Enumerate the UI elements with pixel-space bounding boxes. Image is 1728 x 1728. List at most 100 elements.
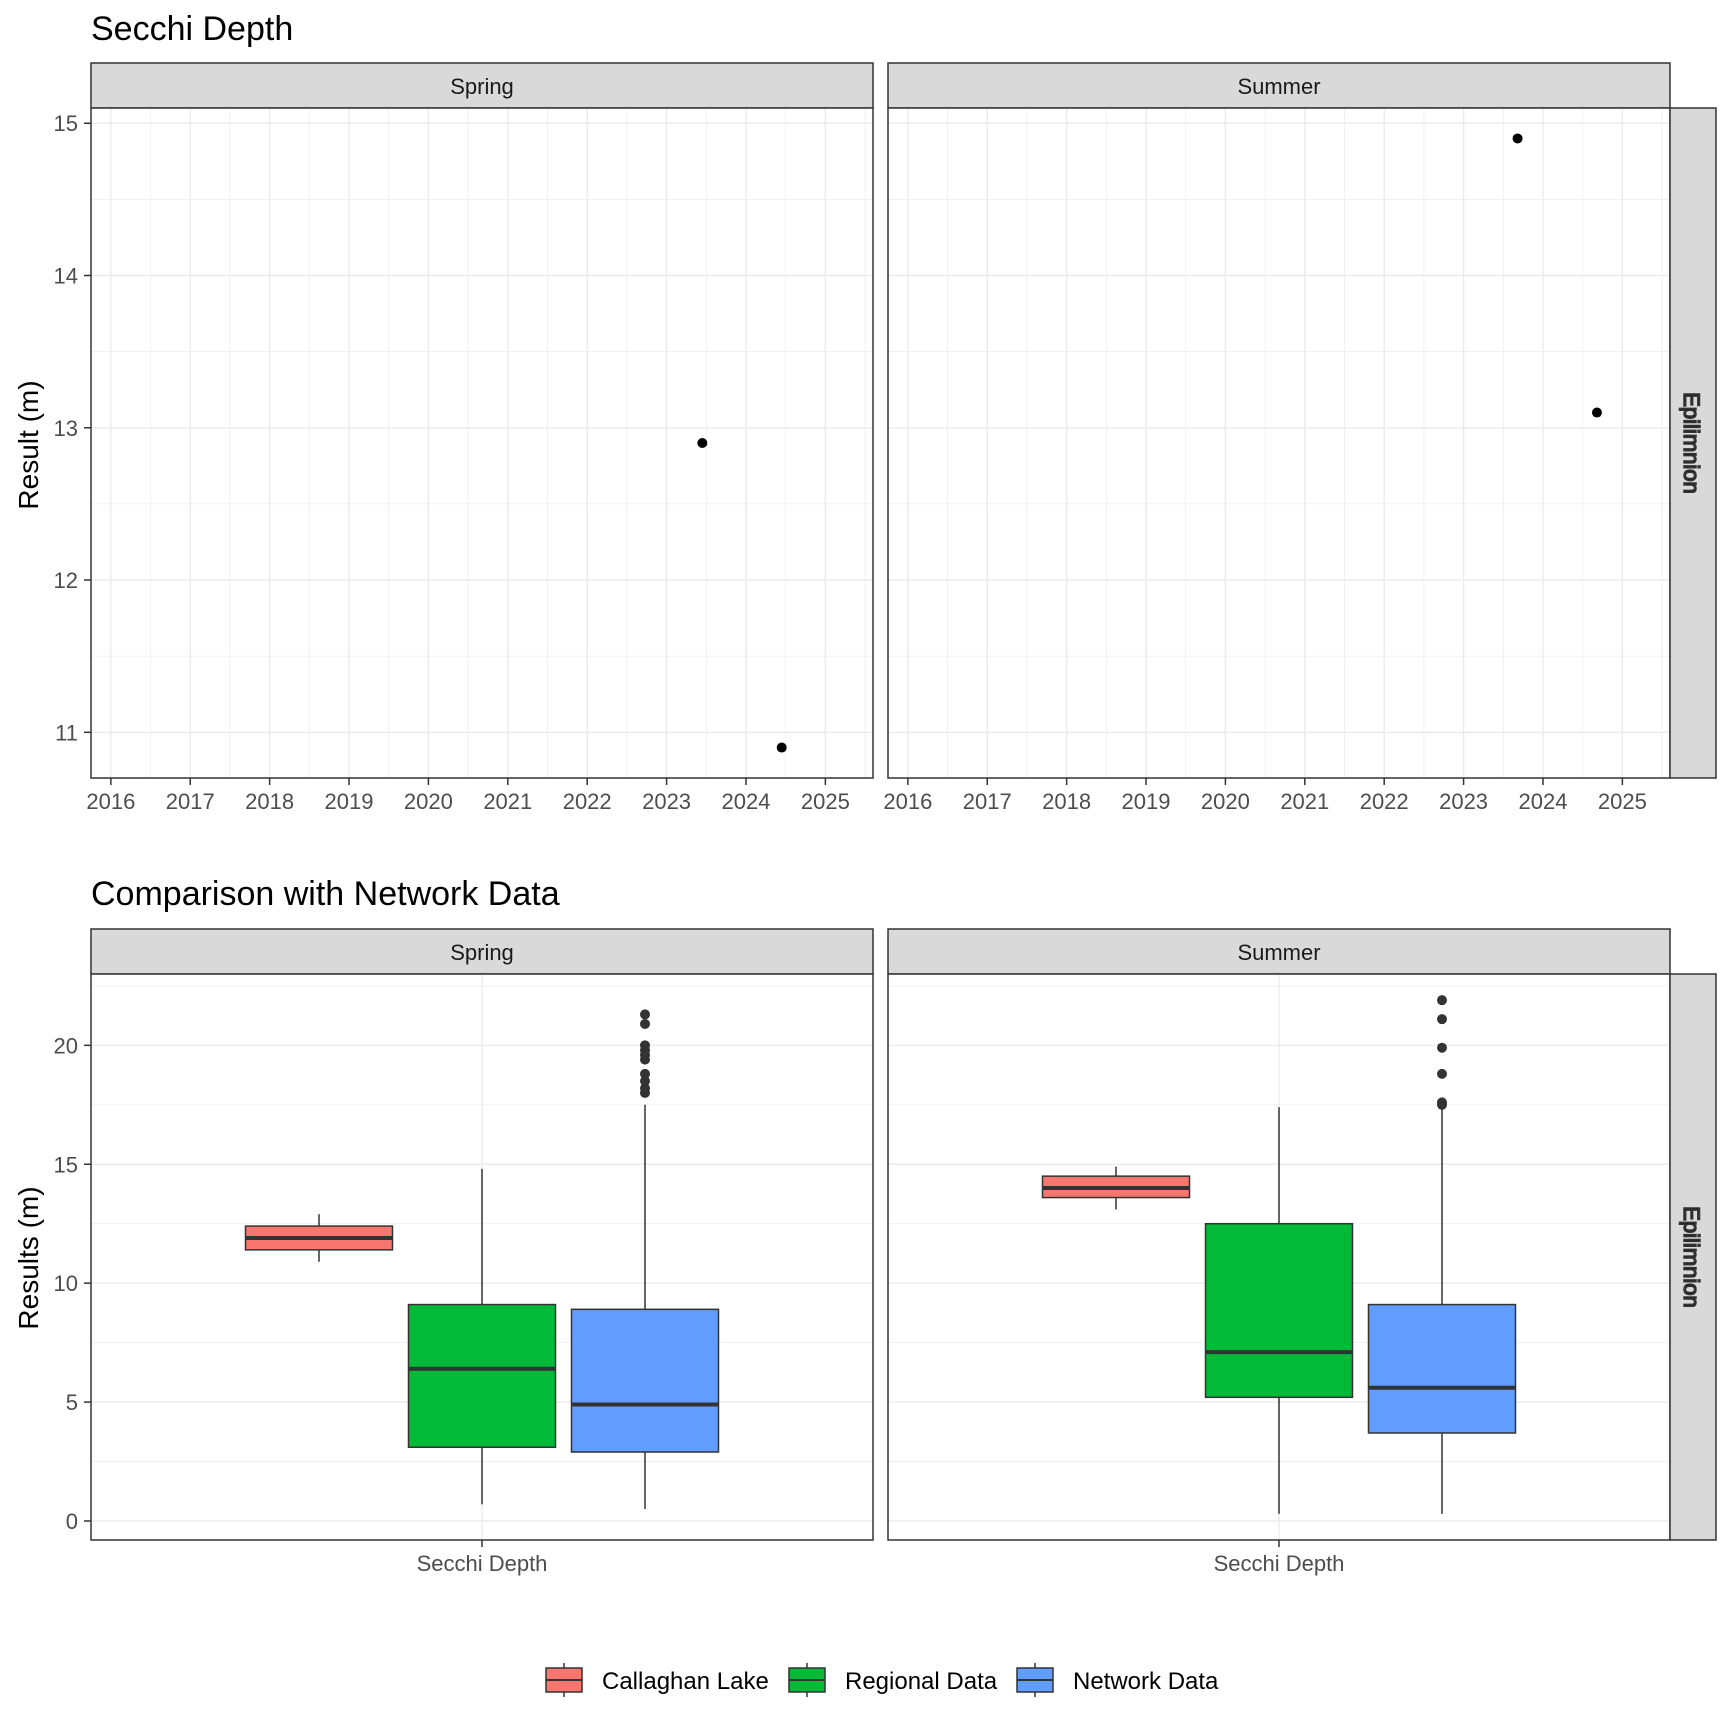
top-chart-title: Secchi Depth [91,10,293,48]
x-tick-label: 2021 [483,789,532,814]
y-tick-label: 15 [54,1152,78,1177]
legend-label: Regional Data [845,1668,998,1695]
box-iqr [1367,1303,1517,1434]
x-tick-label: 2020 [404,789,453,814]
legend-label: Callaghan Lake [602,1668,769,1695]
bottom-spring-strip [90,928,874,975]
outlier-point [1437,1014,1447,1025]
data-point [1591,407,1602,418]
outlier-point [640,1083,650,1094]
top-spring-plot-background [91,108,873,778]
x-tick-label: 2021 [1280,789,1329,814]
top-spring-gridlines [91,108,873,778]
y-tick-label: 20 [54,1033,78,1058]
outlier-point [640,1018,650,1029]
box-regional-data [407,1169,557,1505]
top-spring-strip [90,62,874,109]
y-tick-label: 14 [54,264,78,289]
bottom-summer-boxes [1041,995,1517,1514]
x-tick-label: 2023 [642,789,691,814]
x-tick-label: 2018 [245,789,294,814]
top-spring-strip-label: Spring [450,74,514,99]
y-tick-label: 11 [55,720,78,745]
legend-item: Regional Data [788,1663,998,1697]
box-iqr [570,1308,720,1453]
x-tick-label: 2024 [721,789,770,814]
box-callaghan-lake [1041,1166,1191,1210]
secchi-depth-chart: Secchi Depth Result (m) Spring 2016 2017 2… [13,10,1717,814]
legend-item: Callaghan Lake [545,1663,769,1697]
x-tick-label: 2017 [166,789,215,814]
x-tick-label: 2016 [883,789,932,814]
y-tick-label: 5 [66,1390,78,1415]
bottom-spring-boxes [244,1009,720,1510]
x-tick-label: 2025 [1598,789,1647,814]
top-y-axis: 11 12 13 14 15 [54,111,91,745]
bottom-panel-spring: Spring Secchi Depth 0 5 10 15 20 [54,928,874,1576]
legend: Callaghan Lake Regional Data Network Data [545,1663,1219,1697]
x-tick-label: 2023 [1439,789,1488,814]
outlier-point [1437,1097,1447,1108]
box-iqr [1204,1222,1354,1399]
data-point [697,438,708,448]
bottom-row-strip: Epilimnion [1669,973,1717,1541]
x-tick-label: Secchi Depth [1214,1551,1345,1576]
bottom-y-axis: 0 5 10 15 20 [54,1033,91,1534]
top-spring-panel-border [90,107,874,779]
bottom-spring-x-axis: Secchi Depth [417,1540,548,1576]
box-iqr [407,1303,557,1449]
box-regional-data [1204,1107,1354,1514]
bottom-panel-summer: Summer Secchi Depth [887,928,1671,1576]
top-summer-gridlines [888,108,1670,778]
x-tick-label: 2016 [86,789,135,814]
x-tick-label: 2017 [963,789,1012,814]
data-point [1512,133,1523,144]
x-tick-label: 2019 [325,789,374,814]
top-summer-points [1512,133,1602,418]
bottom-chart-ylabel: Results (m) [13,1186,44,1329]
y-tick-label: 12 [54,568,78,593]
box-callaghan-lake [244,1214,394,1262]
x-tick-label: 2025 [801,789,850,814]
x-tick-label: 2024 [1518,789,1567,814]
top-panel-summer: Summer 2016 2017 2018 2019 2020 2021 2022 2023 2… [883,62,1671,814]
y-tick-label: 15 [54,111,78,136]
legend-label: Network Data [1073,1668,1219,1695]
data-point [776,742,787,753]
top-row-strip: Epilimnion [1669,107,1717,779]
bottom-spring-strip-label: Spring [450,940,514,965]
x-tick-label: Secchi Depth [417,1551,548,1576]
outlier-point [1437,1042,1447,1053]
x-tick-label: 2022 [1360,789,1409,814]
bottom-epilimnion-strip [1669,973,1717,1541]
top-spring-points [697,438,787,753]
top-panel-spring: Spring 2016 2017 2018 2019 2020 2021 2022 2023 2… [54,62,874,814]
y-tick-label: 0 [66,1509,78,1534]
box-network-data [570,1009,720,1510]
x-tick-label: 2020 [1201,789,1250,814]
outlier-point [1437,1068,1447,1079]
top-spring-x-axis: 2016 2017 2018 2019 2020 2021 2022 2023 2024 2025 [86,778,850,814]
bottom-summer-strip-label: Summer [1237,940,1320,965]
outlier-point [640,1076,650,1087]
outlier-point [1437,995,1447,1006]
top-epilimnion-strip [1669,107,1717,779]
bottom-spring-gridlines [91,974,873,1540]
outlier-point [640,1009,650,1020]
box-network-data [1367,995,1517,1514]
comparison-chart: Comparison with Network Data Results (m)… [13,875,1717,1697]
top-summer-x-axis: 2016 2017 2018 2019 2020 2021 2022 2023 2024 2025 [883,778,1647,814]
outlier-point [640,1068,650,1079]
top-summer-strip [887,62,1671,109]
x-tick-label: 2018 [1042,789,1091,814]
y-tick-label: 13 [54,416,78,441]
y-tick-label: 10 [54,1271,78,1296]
bottom-epilimnion-strip-label: Epilimnion [1679,1206,1704,1308]
legend-item: Network Data [1016,1663,1219,1697]
top-summer-strip-label: Summer [1237,74,1320,99]
outlier-point [640,1040,650,1051]
bottom-chart-title: Comparison with Network Data [91,875,560,913]
x-tick-label: 2022 [563,789,612,814]
top-summer-plot-background [888,108,1670,778]
